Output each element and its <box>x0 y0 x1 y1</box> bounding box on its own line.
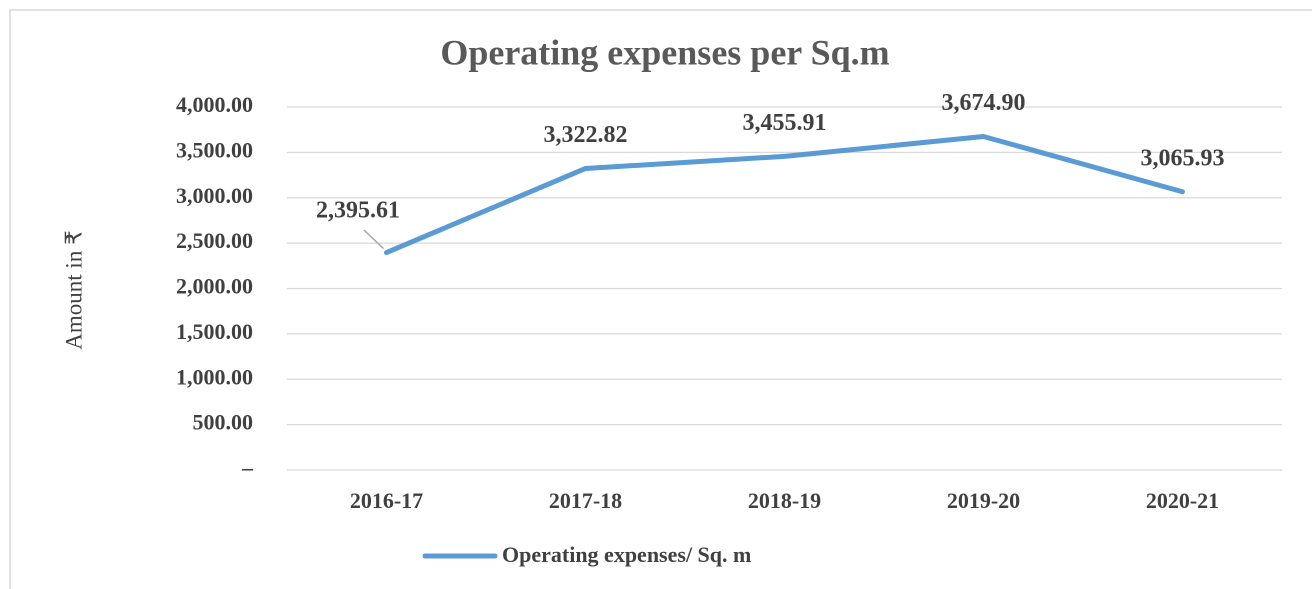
y-tick-label: 3,500.00 <box>176 137 253 162</box>
x-tick-label: 2018-19 <box>748 488 821 513</box>
x-tick-label: 2020-21 <box>1146 488 1219 513</box>
x-tick-label: 2019-20 <box>947 488 1020 513</box>
y-tick-label: 3,000.00 <box>176 183 253 208</box>
data-label: 3,455.91 <box>743 110 827 136</box>
y-tick-label: – <box>241 455 254 480</box>
data-label: 3,322.82 <box>544 122 628 148</box>
data-label: 3,065.93 <box>1141 145 1225 171</box>
data-label: 3,674.90 <box>942 90 1026 116</box>
y-tick-label: 1,500.00 <box>176 319 253 344</box>
y-axis-label: Amount in ₹ <box>61 230 86 349</box>
y-tick-label: 2,000.00 <box>176 274 253 299</box>
legend-label: Operating expenses/ Sq. m <box>502 542 751 567</box>
y-tick-label: 4,000.00 <box>176 92 253 117</box>
y-tick-label: 1,000.00 <box>176 364 253 389</box>
x-tick-label: 2016-17 <box>350 488 423 513</box>
chart-title: Operating expenses per Sq.m <box>440 32 889 72</box>
series-line <box>384 134 1185 256</box>
y-tick-label: 2,500.00 <box>176 228 253 253</box>
data-label: 2,395.61 <box>316 198 400 224</box>
leader-line <box>363 229 385 250</box>
x-tick-label: 2017-18 <box>549 488 622 513</box>
y-tick-label: 500.00 <box>193 410 254 435</box>
chart-border <box>9 9 1312 589</box>
